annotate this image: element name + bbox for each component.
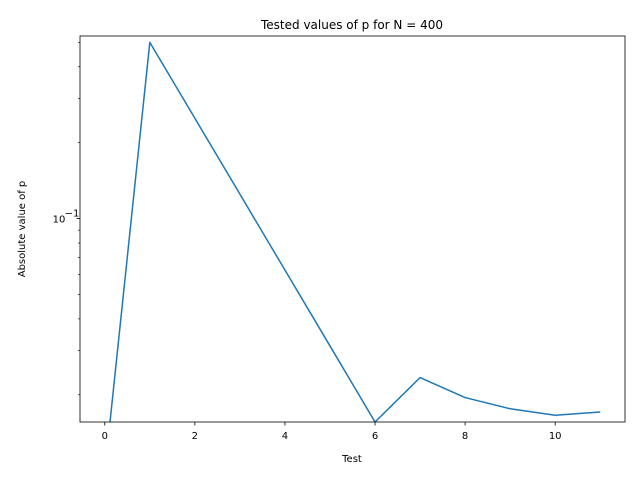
x-axis-label: Test xyxy=(341,454,362,465)
x-tick-label: 0 xyxy=(102,431,108,442)
chart-title: Tested values of p for N = 400 xyxy=(260,18,443,32)
y-axis-label: Absolute value of p xyxy=(17,181,28,278)
x-axis-ticks: 0 2 4 6 8 10 xyxy=(102,422,562,442)
series-line-0 xyxy=(109,41,601,422)
plot-area xyxy=(109,41,601,422)
axes-frame xyxy=(79,35,626,423)
x-tick-label: 8 xyxy=(462,431,468,442)
x-tick-label: 10 xyxy=(549,431,562,442)
x-tick-label: 4 xyxy=(282,431,288,442)
y-tick-label-exponent: −1 xyxy=(65,209,80,220)
x-tick-label: 2 xyxy=(192,431,198,442)
x-tick-label: 6 xyxy=(372,431,378,442)
y-tick-label: 10 xyxy=(53,215,66,226)
